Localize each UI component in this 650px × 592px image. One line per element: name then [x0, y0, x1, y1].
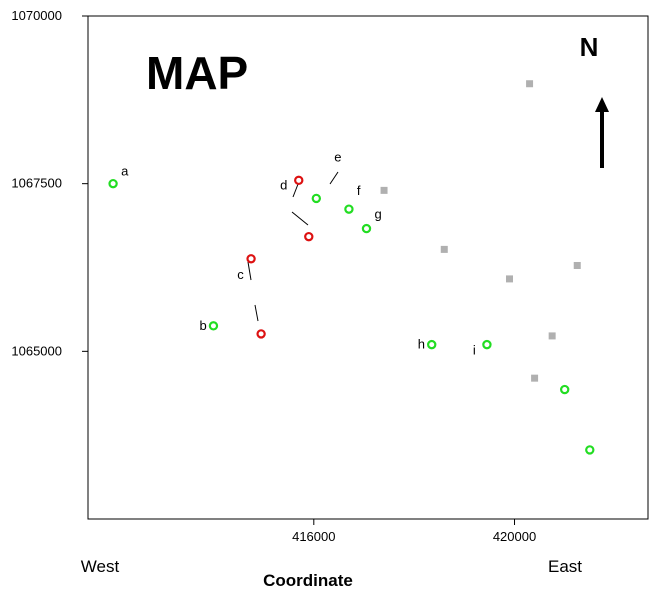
data-point-square	[380, 186, 388, 194]
leader-line-c-2	[254, 304, 259, 322]
data-point-circle	[427, 339, 437, 350]
data-point-circle	[585, 445, 595, 455]
data-point-square	[548, 332, 556, 340]
y-tick-label: 1070000	[11, 8, 62, 23]
data-point-circle	[208, 321, 219, 331]
data-point-circle	[246, 254, 256, 264]
data-point-circle	[344, 204, 354, 214]
data-point-circle	[304, 231, 314, 242]
data-point-square	[440, 245, 448, 253]
data-point-square	[526, 80, 534, 88]
annotation-d: d	[280, 178, 287, 193]
north-label: N	[580, 32, 599, 62]
plot-frame: 416000 420000 1065000 1067500 1070000	[11, 8, 649, 544]
north-arrow-head	[595, 97, 609, 112]
leader-line-d-2	[291, 211, 309, 226]
annotation-c: c	[237, 267, 244, 282]
annotation-e: e	[334, 150, 341, 165]
east-label: East	[548, 557, 582, 576]
data-marks	[108, 80, 595, 455]
point-label-g: g	[374, 207, 381, 222]
leader-line-c-1	[247, 261, 252, 281]
data-point-circle	[559, 384, 570, 395]
y-tick-label: 1065000	[11, 343, 62, 358]
data-point-circle	[294, 175, 304, 186]
leader-lines	[247, 171, 339, 322]
point-label-i: i	[473, 343, 476, 358]
data-point-circle	[311, 193, 322, 204]
data-point-circle	[256, 329, 266, 339]
x-tick-label: 420000	[493, 529, 536, 544]
data-point-circle	[482, 339, 492, 350]
y-tick-label: 1067500	[11, 176, 62, 191]
point-label-b: b	[199, 318, 206, 333]
data-point-square	[506, 275, 513, 283]
point-label-h: h	[418, 337, 425, 352]
data-point-square	[573, 261, 581, 269]
point-label-a: a	[121, 164, 129, 179]
data-point-square	[531, 374, 539, 382]
north-arrow: N	[580, 32, 609, 168]
leader-line-e	[329, 171, 339, 185]
data-point-circle	[361, 223, 372, 234]
x-axis-label: Coordinate	[263, 571, 353, 590]
map-title: MAP	[146, 47, 248, 99]
plot-border	[87, 15, 649, 520]
x-tick-label: 416000	[292, 529, 335, 544]
west-label: West	[81, 557, 120, 576]
point-label-f: f	[357, 183, 361, 198]
point-labels: a b fg h i d e c	[121, 150, 476, 358]
data-point-circle	[108, 178, 118, 189]
